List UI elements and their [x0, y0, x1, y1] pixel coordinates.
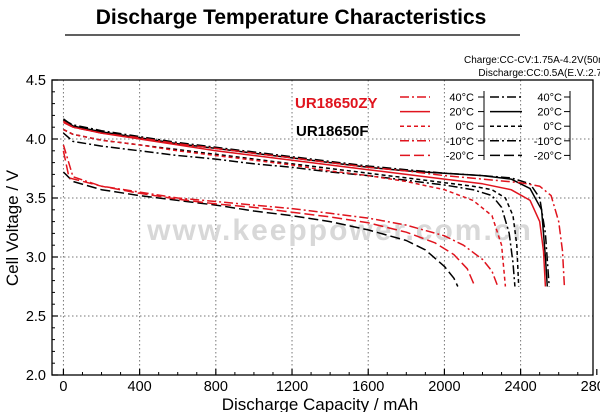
legend-label: 40°C — [537, 92, 562, 104]
tick-marks — [52, 79, 598, 376]
x-tick-label: 1200 — [276, 379, 308, 395]
y-tick-label: 2.0 — [26, 368, 46, 384]
legend-product-zy: UR18650ZY — [295, 95, 378, 112]
series-f-20c — [62, 118, 549, 287]
grid-lines — [52, 80, 593, 375]
watermark: www.keeppower.com.cn — [146, 214, 533, 247]
plot-frame — [51, 79, 594, 376]
x-tick-label: 0 — [59, 379, 67, 395]
legend-label: 0°C — [544, 121, 563, 133]
legend-label: -20°C — [446, 150, 474, 162]
series-zy-minus10c — [62, 144, 499, 287]
x-tick-labels: 0 400 800 1200 1600 2000 2400 2800 — [59, 379, 600, 395]
legend-label: 20°C — [537, 107, 562, 119]
legend-label: -20°C — [534, 150, 562, 162]
x-tick-label: 800 — [204, 379, 228, 395]
series-f-40c — [63, 119, 550, 287]
x-tick-label: 2000 — [428, 379, 460, 395]
x-tick-label: 400 — [128, 379, 152, 395]
legend-label: -10°C — [534, 136, 562, 148]
y-tick-labels: 2.0 2.5 3.0 3.5 4.0 4.5 — [26, 73, 46, 384]
series-zy-0c — [63, 128, 507, 287]
legend-label: 0°C — [456, 121, 475, 133]
legend-label: 40°C — [449, 92, 474, 104]
x-tick-label: 2800 — [581, 379, 600, 395]
y-tick-label: 3.0 — [26, 250, 46, 266]
y-tick-label: 4.0 — [26, 132, 46, 148]
x-axis-label: Discharge Capacity / mAh — [222, 395, 419, 412]
y-tick-label: 2.5 — [26, 309, 46, 325]
y-tick-label: 3.5 — [26, 191, 46, 207]
discharge-condition: Discharge:CC:0.5A(E.V.:2.75V) — [478, 68, 600, 79]
series-f-minus20c — [62, 171, 459, 287]
chart-title: Discharge Temperature Characteristics — [96, 6, 487, 29]
series-layer — [62, 118, 566, 287]
legend: UR18650ZY UR18650F 40°C 20°C 0°C -10°C -20°C… — [295, 91, 571, 162]
legend-product-f: UR18650F — [296, 123, 369, 140]
legend-label: 20°C — [449, 107, 474, 119]
series-zy-20c — [63, 120, 547, 287]
legend-label: -10°C — [446, 136, 474, 148]
charge-condition: Charge:CC-CV:1.75A-4.2V(50mA cut) — [464, 55, 600, 66]
legend-entries: 40°C 20°C 0°C -10°C -20°C 40°C 20°C 0°C -10°C -20… — [400, 91, 571, 162]
series-zy-40c — [63, 121, 566, 287]
x-tick-label: 1600 — [352, 379, 384, 395]
y-tick-label: 4.5 — [26, 73, 46, 89]
y-axis-label: Cell Voltage / V — [3, 169, 22, 286]
x-tick-label: 2400 — [504, 379, 536, 395]
